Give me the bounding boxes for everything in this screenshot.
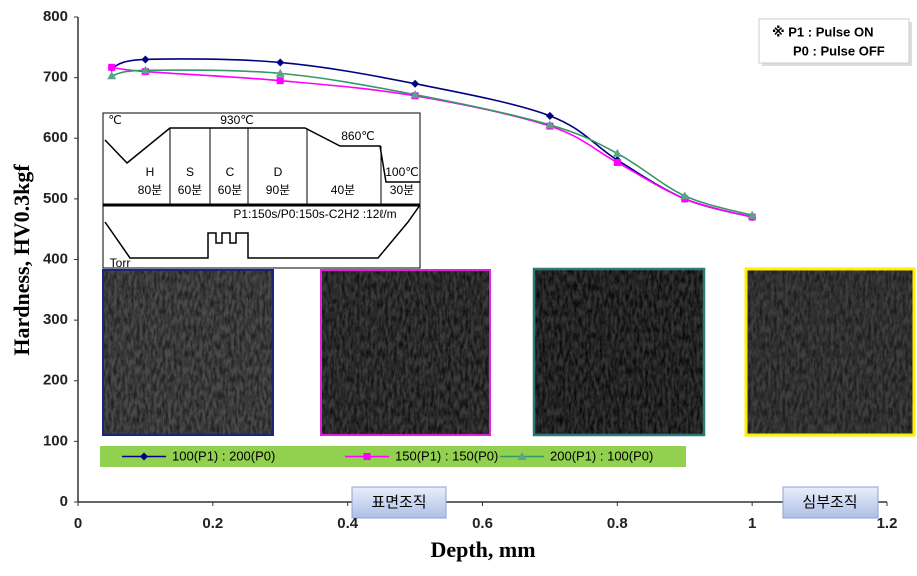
inset-label: ℃ — [108, 113, 121, 127]
y-tick-label: 400 — [43, 250, 68, 267]
x-axis-title: Depth, mm — [430, 537, 535, 562]
marker — [276, 58, 285, 67]
marker — [545, 111, 554, 120]
y-tick-label: 600 — [43, 129, 68, 146]
x-tick-label: 1 — [748, 515, 756, 532]
inset-label: H — [146, 165, 155, 179]
marker — [140, 65, 150, 74]
x-tick-label: 0.2 — [202, 515, 223, 532]
inset-label: S — [186, 165, 194, 179]
x-tick-label: 0.8 — [607, 515, 628, 532]
y-tick-label: 500 — [43, 190, 68, 207]
micrographs — [102, 267, 916, 437]
micrograph — [744, 267, 916, 437]
note-box — [758, 18, 910, 64]
y-tick-label: 200 — [43, 372, 68, 389]
inset-label: 60분 — [178, 183, 202, 197]
legend-marker — [140, 452, 148, 461]
marker — [613, 159, 621, 166]
annotation: 심부조직 — [802, 494, 857, 511]
series: 200(P1) : 100(P0) — [107, 65, 757, 463]
inset-label: C — [226, 165, 235, 179]
marker — [108, 63, 116, 71]
inset-label: Torr — [110, 256, 131, 270]
inset-label: D — [274, 165, 283, 179]
inset-label: 60분 — [218, 183, 242, 197]
inset-label: 30분 — [390, 183, 414, 197]
annotation: P0 : Pulse OFF — [793, 43, 885, 58]
marker — [545, 120, 555, 129]
process-diagram — [102, 112, 421, 269]
label-box — [351, 486, 447, 519]
inset-label: 40분 — [331, 183, 355, 197]
marker — [410, 90, 420, 99]
x-tick-label: 1.2 — [877, 515, 898, 532]
y-tick-label: 100 — [43, 432, 68, 449]
y-tick-label: 300 — [43, 311, 68, 328]
y-axis-title: Hardness, HV0.3kgf — [9, 164, 34, 356]
line — [111, 69, 753, 217]
y-tick-label: 800 — [43, 8, 68, 25]
inset-label: 90분 — [266, 183, 290, 197]
marker — [275, 68, 285, 77]
micrograph — [532, 267, 706, 437]
legend-label: 150(P1) : 150(P0) — [395, 448, 498, 463]
legend-marker — [363, 453, 371, 460]
marker — [747, 210, 757, 219]
label-box — [782, 486, 879, 519]
marker — [141, 55, 150, 64]
legend-label: 100(P1) : 200(P0) — [172, 448, 275, 463]
inset-label: P1:150s/P0:150s-C2H2 :12ℓ/m — [233, 207, 396, 221]
y-tick-label: 700 — [43, 69, 68, 86]
micrograph — [102, 269, 274, 436]
marker — [680, 191, 690, 200]
y-tick-label: 0 — [60, 493, 68, 510]
annotation: 표면조직 — [371, 494, 426, 511]
legend-marker — [517, 452, 527, 460]
annotation: ※ P1 : Pulse ON — [772, 24, 874, 39]
x-tick-label: 0.6 — [472, 515, 493, 532]
inset-label: 930℃ — [220, 113, 254, 127]
x-tick-label: 0.4 — [337, 515, 359, 532]
marker — [276, 77, 284, 85]
micrograph — [320, 269, 491, 436]
legend-label: 200(P1) : 100(P0) — [550, 448, 653, 463]
inset-label: 860℃ — [341, 129, 375, 143]
x-tick-label: 0 — [74, 515, 82, 532]
inset-label: 80분 — [138, 183, 162, 197]
marker — [411, 79, 420, 88]
marker — [107, 71, 117, 80]
legend-box — [100, 446, 686, 467]
inset-label: 100℃ — [385, 165, 419, 179]
marker — [612, 148, 622, 157]
